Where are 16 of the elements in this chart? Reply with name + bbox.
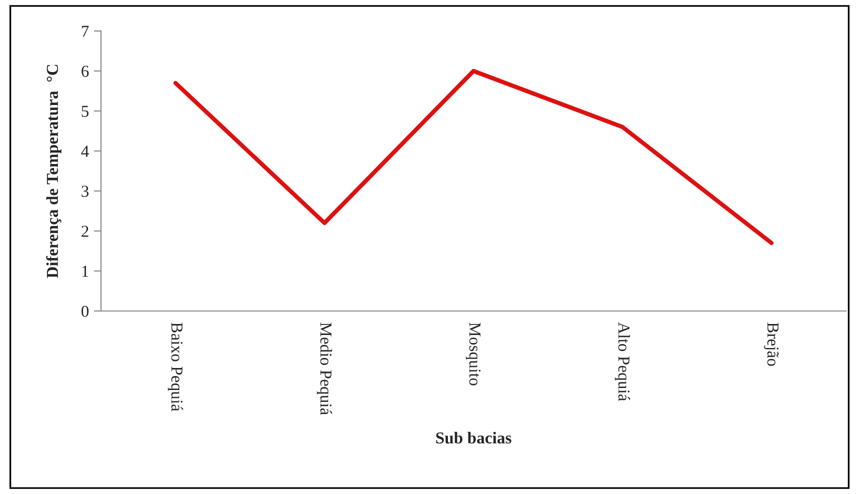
y-tick-label: 4 <box>81 146 89 157</box>
x-tick-label: Mosquito <box>466 322 481 386</box>
y-tick-label: 1 <box>82 266 88 277</box>
y-tick-label: 3 <box>82 186 89 197</box>
line-series <box>173 68 774 246</box>
y-tick-label: 2 <box>82 226 88 237</box>
x-axis-title: Sub bacias <box>436 432 512 444</box>
y-axis-title: Diferença de Temperatura °C <box>46 64 62 278</box>
x-tick-label: Baixo Pequiá <box>168 322 184 412</box>
x-tick-label: Brejão <box>764 322 779 366</box>
x-tick-label: Medio Pequiá <box>316 322 332 415</box>
x-tick-label: Alto Pequiá <box>614 322 630 402</box>
y-tick-label: 6 <box>82 66 89 77</box>
y-tick-label: 0 <box>81 306 89 317</box>
y-tick-label: 5 <box>82 106 89 117</box>
y-tick-label: 7 <box>82 26 89 37</box>
